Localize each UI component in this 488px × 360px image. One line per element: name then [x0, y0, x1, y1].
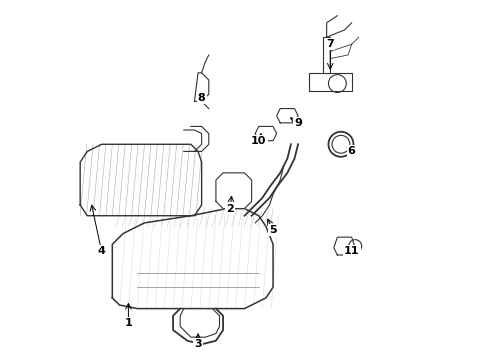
Text: 1: 1	[124, 318, 132, 328]
Polygon shape	[194, 73, 208, 102]
Text: 2: 2	[226, 203, 234, 213]
Text: 4: 4	[98, 247, 105, 256]
Text: 5: 5	[269, 225, 276, 235]
Text: 11: 11	[343, 247, 359, 256]
Polygon shape	[216, 173, 251, 208]
Polygon shape	[323, 37, 329, 73]
Polygon shape	[190, 126, 208, 152]
Text: 10: 10	[250, 136, 266, 146]
Text: 8: 8	[197, 93, 205, 103]
Text: 3: 3	[194, 339, 202, 349]
Polygon shape	[276, 109, 298, 123]
Polygon shape	[255, 126, 276, 141]
Polygon shape	[80, 144, 201, 216]
Polygon shape	[333, 237, 354, 255]
Text: 9: 9	[294, 118, 302, 128]
Polygon shape	[308, 73, 351, 91]
Text: 6: 6	[347, 147, 355, 157]
Polygon shape	[112, 208, 272, 309]
Text: 7: 7	[325, 39, 333, 49]
